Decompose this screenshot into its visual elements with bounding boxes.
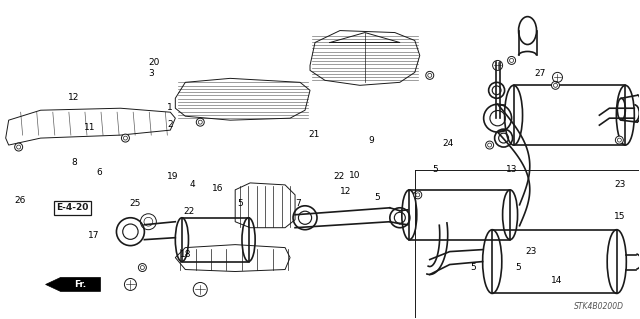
Text: Fr.: Fr.	[74, 280, 86, 289]
Text: 23: 23	[614, 181, 626, 189]
Text: 3: 3	[148, 69, 154, 78]
Text: 20: 20	[148, 58, 159, 67]
Circle shape	[196, 118, 204, 126]
Text: 8: 8	[71, 158, 77, 167]
Circle shape	[138, 263, 147, 271]
Text: 13: 13	[506, 165, 517, 174]
Text: 21: 21	[308, 130, 319, 138]
Circle shape	[426, 71, 434, 79]
Text: 1: 1	[167, 103, 173, 112]
Text: 5: 5	[374, 193, 380, 202]
Text: 18: 18	[180, 250, 191, 259]
Text: 15: 15	[614, 212, 626, 221]
Text: 17: 17	[88, 231, 99, 240]
Text: 23: 23	[525, 247, 536, 256]
Text: 5: 5	[237, 199, 243, 208]
Bar	[182, 218, 248, 262]
Text: 4: 4	[189, 181, 195, 189]
Text: 9: 9	[368, 136, 374, 145]
Text: 24: 24	[442, 139, 453, 148]
Text: 27: 27	[534, 69, 546, 78]
Text: 12: 12	[68, 93, 80, 102]
Text: 6: 6	[97, 168, 102, 177]
Circle shape	[486, 141, 493, 149]
Bar	[513, 85, 625, 145]
Text: 11: 11	[84, 123, 96, 132]
Text: 10: 10	[349, 171, 361, 180]
Bar	[410, 190, 510, 240]
Text: 25: 25	[129, 199, 141, 208]
Polygon shape	[45, 278, 100, 292]
Text: 14: 14	[550, 276, 562, 285]
Text: 22: 22	[184, 207, 195, 216]
Text: 22: 22	[333, 173, 345, 182]
Text: 5: 5	[515, 263, 521, 272]
Text: 7: 7	[295, 199, 301, 208]
Circle shape	[615, 136, 623, 144]
Text: 16: 16	[212, 184, 223, 193]
Bar	[492, 230, 617, 293]
Circle shape	[508, 56, 516, 64]
Circle shape	[15, 143, 22, 151]
Circle shape	[552, 81, 559, 89]
Text: 12: 12	[340, 187, 351, 196]
Circle shape	[414, 191, 422, 199]
Text: E-4-20: E-4-20	[56, 203, 89, 212]
Circle shape	[122, 134, 129, 142]
Text: STK4B0200D: STK4B0200D	[574, 302, 625, 311]
Text: 19: 19	[168, 173, 179, 182]
Text: 5: 5	[470, 263, 476, 272]
Text: 5: 5	[432, 165, 438, 174]
Text: 26: 26	[14, 196, 26, 205]
Text: 2: 2	[167, 120, 173, 129]
